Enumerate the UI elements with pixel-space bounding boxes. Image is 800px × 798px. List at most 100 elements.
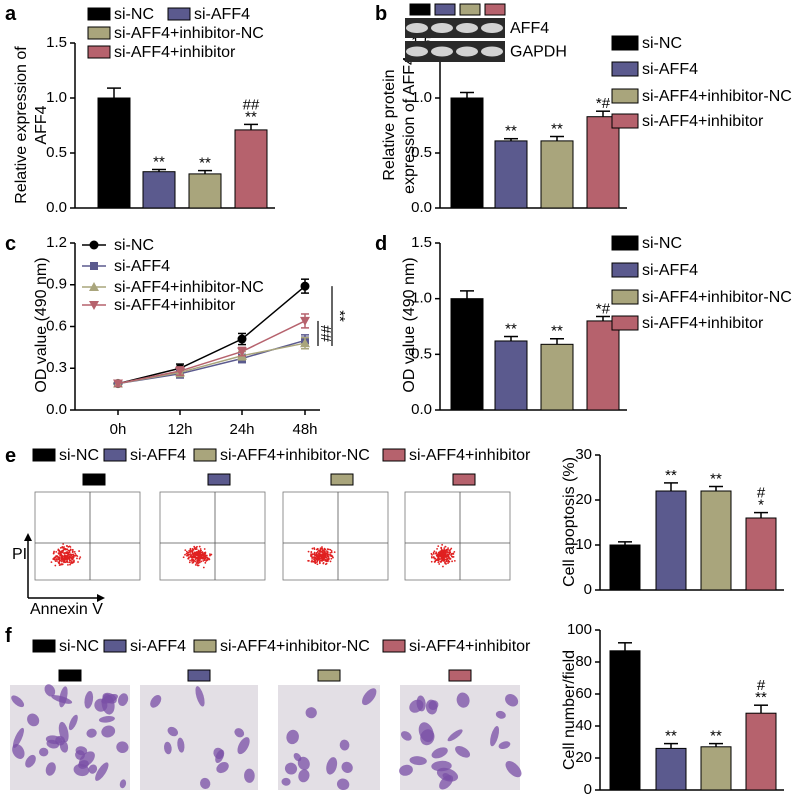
y-tick-label: 0.0 (411, 199, 432, 216)
flow-event (200, 560, 203, 563)
flow-event (329, 548, 332, 551)
stained-cell (362, 688, 377, 706)
stained-cell (73, 763, 90, 777)
flow-event (328, 553, 330, 556)
flow-event (206, 556, 208, 559)
flow-event (440, 560, 443, 562)
flow-event (64, 561, 67, 564)
arrow-head (24, 533, 32, 541)
bar (494, 340, 528, 411)
flow-event (53, 550, 55, 553)
flow-event (319, 548, 322, 551)
y-tick-label: 0.9 (46, 276, 67, 293)
flow-event (195, 546, 197, 549)
flow-event (321, 550, 323, 553)
legend-label: si-NC (59, 447, 99, 464)
stained-cell (39, 747, 49, 757)
flow-event (197, 559, 200, 562)
flow-event (182, 556, 185, 559)
y-tick-label: 1.0 (46, 89, 67, 106)
flow-event (195, 562, 198, 564)
flow-event (188, 561, 191, 564)
flow-event (189, 547, 192, 550)
stained-cell (12, 744, 25, 759)
y-tick-label: 100 (567, 621, 592, 638)
flow-event (448, 560, 451, 563)
flow-event (438, 552, 441, 554)
stained-cell (409, 756, 427, 766)
flow-event (430, 552, 433, 555)
flow-event (200, 549, 202, 552)
blot-band (456, 23, 478, 33)
significance-mark: # (757, 485, 766, 502)
flow-event (436, 559, 439, 562)
point (113, 379, 123, 389)
flow-event (69, 559, 71, 562)
stained-cell (11, 695, 25, 708)
flow-event (188, 550, 191, 552)
stained-cell (84, 690, 94, 709)
flow-event (310, 560, 313, 563)
flow-event (445, 556, 447, 559)
flow-event (437, 545, 440, 548)
flow-event (70, 553, 73, 556)
x-tick-label: 12h (167, 421, 192, 438)
flow-event (322, 561, 325, 564)
flow-event (450, 547, 453, 550)
flow-event (204, 555, 207, 558)
stained-cell (95, 762, 109, 781)
stained-cell (118, 693, 129, 706)
stained-cell (431, 760, 452, 772)
flow-event (66, 560, 69, 563)
flow-event (72, 553, 75, 556)
bar (540, 140, 574, 209)
stained-cell (420, 729, 435, 746)
legend-label: si-AFF4+inhibitor (409, 447, 531, 464)
legend-swatch (87, 7, 111, 21)
flow-plot-frame (404, 491, 511, 581)
flow-event (196, 564, 199, 567)
legend-label: si-AFF4+inhibitor (114, 297, 236, 314)
flow-event (185, 552, 188, 555)
flow-event (191, 559, 193, 562)
stained-cell (400, 731, 412, 741)
flow-event (58, 564, 61, 567)
stained-cell (339, 739, 350, 751)
stained-cell (298, 769, 310, 783)
flow-event (445, 560, 448, 563)
legend-swatch (32, 448, 56, 462)
flow-event (312, 556, 315, 559)
significance-mark: ** (755, 689, 767, 706)
legend-label: si-AFF4+inhibitor-NC (642, 289, 792, 306)
flow-event (315, 548, 318, 551)
blot-strip (405, 18, 505, 38)
stained-cell (164, 741, 172, 755)
bar (609, 544, 641, 591)
flow-event (203, 557, 206, 560)
flow-event (193, 551, 196, 554)
legend-swatch (611, 289, 639, 305)
legend-marker (89, 282, 99, 291)
flow-event (311, 559, 313, 562)
flow-event (66, 556, 69, 559)
y-tick-label: 1.5 (411, 234, 432, 251)
flow-event (66, 554, 69, 557)
flow-event (319, 550, 322, 553)
flow-event (313, 547, 316, 549)
significance-mark: ## (317, 325, 334, 342)
significance-mark: ** (665, 728, 677, 745)
flow-plot-frame (34, 491, 141, 581)
flow-event (310, 553, 312, 556)
flow-event (451, 560, 453, 563)
lane-swatch (459, 3, 481, 16)
flow-event (435, 551, 438, 554)
blot-strip (405, 41, 505, 62)
flow-event (79, 556, 82, 559)
flow-event (55, 550, 58, 553)
flow-event (56, 555, 59, 558)
stained-cell (45, 762, 56, 776)
flow-event (186, 552, 189, 554)
flow-event (198, 561, 201, 564)
flow-event (61, 555, 64, 558)
significance-mark: ## (243, 96, 260, 113)
